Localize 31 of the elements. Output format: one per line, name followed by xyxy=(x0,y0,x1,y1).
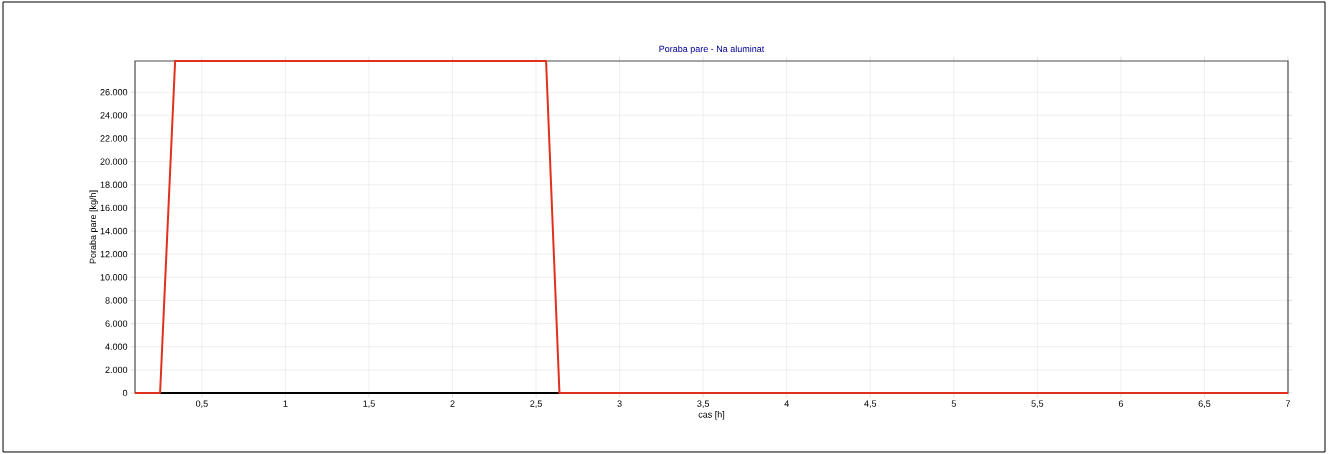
y-tick-label: 18.000 xyxy=(100,181,128,188)
x-tick-label: 7 xyxy=(1285,400,1291,407)
y-tick-label: 6.000 xyxy=(105,320,128,327)
x-tick-label: 5 xyxy=(951,400,956,407)
y-tick-label: 22.000 xyxy=(100,135,128,142)
x-tick-label: 3 xyxy=(617,400,622,407)
y-tick-label: 14.000 xyxy=(100,227,128,235)
y-tick-label: 20.000 xyxy=(100,158,128,165)
y-tick-label: 24.000 xyxy=(100,112,128,119)
x-tick-label: 4,5 xyxy=(864,400,877,408)
x-tick-label: 2 xyxy=(450,400,455,407)
x-tick-label: 1 xyxy=(283,400,288,407)
y-tick-label: 16.000 xyxy=(100,204,128,212)
x-tick-label: 4 xyxy=(784,400,789,407)
x-tick-label: 1,5 xyxy=(363,400,375,408)
x-tick-label: 3,5 xyxy=(697,400,710,408)
y-tick-label: 12.000 xyxy=(100,250,128,258)
y-tick-label: 4.000 xyxy=(105,343,128,350)
x-tick-label: 5,5 xyxy=(1031,400,1044,408)
x-tick-label: 6,5 xyxy=(1198,400,1211,408)
chart-title: Poraba pare - Na aluminat xyxy=(659,45,765,54)
y-tick-label: 8.000 xyxy=(105,297,128,304)
y-tick-label: 10.000 xyxy=(100,274,128,281)
y-tick-label: 26.000 xyxy=(100,89,128,96)
x-axis-title: cas [h] xyxy=(698,411,725,420)
x-tick-label: 2,5 xyxy=(530,400,542,408)
y-axis-title: Poraba pare [kg/h] xyxy=(89,190,98,264)
x-tick-label: 6 xyxy=(1118,400,1123,407)
y-tick-label: 0 xyxy=(122,389,128,397)
y-tick-label: 2.000 xyxy=(105,366,128,374)
x-tick-label: 0,5 xyxy=(195,400,208,408)
